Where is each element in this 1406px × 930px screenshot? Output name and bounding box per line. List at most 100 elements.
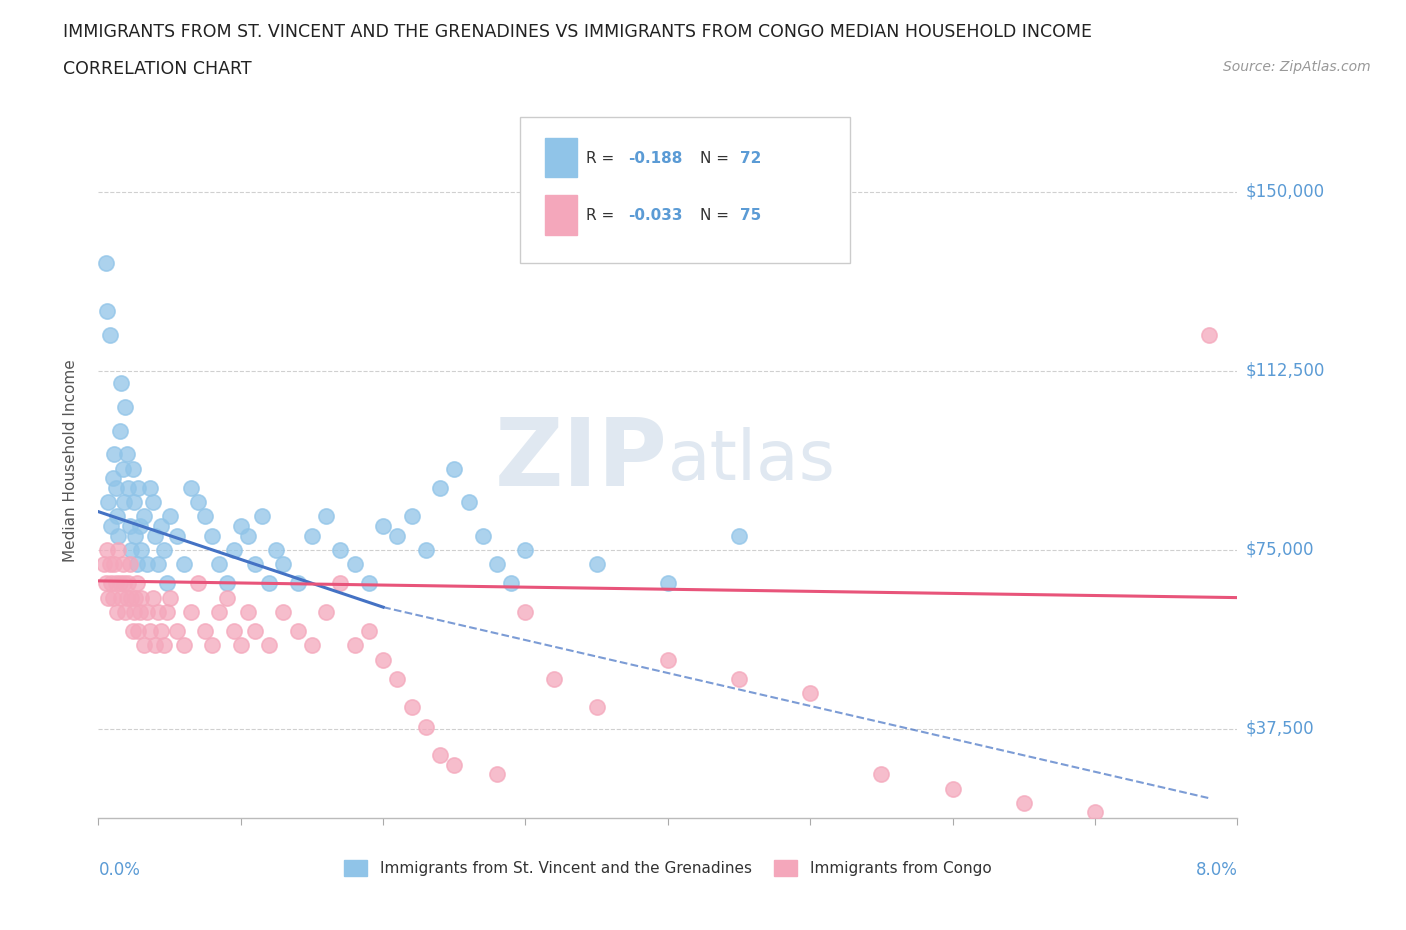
Bar <box>546 138 576 178</box>
Point <box>273 604 295 619</box>
Point <box>111 461 134 476</box>
Point <box>243 557 266 572</box>
Point <box>117 481 139 496</box>
Point <box>236 604 259 619</box>
Point <box>138 624 160 639</box>
Point <box>301 638 323 653</box>
Y-axis label: Median Household Income: Median Household Income <box>63 359 77 562</box>
Point <box>124 591 146 605</box>
Point <box>98 557 121 572</box>
Point <box>101 471 124 485</box>
Point <box>543 671 565 686</box>
Point <box>108 423 131 438</box>
Point <box>112 576 135 591</box>
Point <box>124 528 146 543</box>
Text: ZIP: ZIP <box>495 415 668 506</box>
Point <box>166 624 188 639</box>
Point <box>187 576 209 591</box>
Point <box>101 591 124 605</box>
Text: $150,000: $150,000 <box>1246 183 1324 201</box>
Point <box>180 604 202 619</box>
Point <box>128 604 150 619</box>
Point <box>107 542 129 557</box>
Bar <box>546 195 576 234</box>
Point <box>114 604 136 619</box>
Text: R =: R = <box>586 208 614 223</box>
Point <box>229 519 252 534</box>
Text: 8.0%: 8.0% <box>1195 861 1237 880</box>
Point <box>515 604 537 619</box>
Text: IMMIGRANTS FROM ST. VINCENT AND THE GRENADINES VS IMMIGRANTS FROM CONGO MEDIAN H: IMMIGRANTS FROM ST. VINCENT AND THE GREN… <box>63 23 1092 41</box>
Point <box>457 495 479 510</box>
Point <box>942 781 965 796</box>
Point <box>103 557 125 572</box>
Point <box>93 557 115 572</box>
Point <box>728 528 751 543</box>
Point <box>259 576 281 591</box>
Point <box>153 542 176 557</box>
Text: 72: 72 <box>740 151 761 166</box>
Point <box>222 542 245 557</box>
Point <box>122 495 145 510</box>
Point <box>208 557 231 572</box>
Point <box>141 495 163 510</box>
Point <box>222 624 245 639</box>
Point <box>273 557 295 572</box>
FancyBboxPatch shape <box>520 116 851 263</box>
Text: N =: N = <box>700 151 728 166</box>
Point <box>515 542 537 557</box>
Point <box>135 604 157 619</box>
Point <box>118 519 141 534</box>
Point <box>153 638 176 653</box>
Point <box>108 576 131 591</box>
Point <box>120 542 142 557</box>
Point <box>357 576 380 591</box>
Point <box>94 576 117 591</box>
Point <box>110 376 132 391</box>
Point <box>301 528 323 543</box>
Point <box>357 624 380 639</box>
Point <box>104 576 127 591</box>
Point <box>96 304 118 319</box>
Point <box>194 624 217 639</box>
Point <box>129 591 152 605</box>
Text: atlas: atlas <box>668 427 835 494</box>
Point <box>115 447 138 462</box>
Point <box>415 542 437 557</box>
Point <box>343 557 366 572</box>
Point <box>103 447 125 462</box>
Point <box>243 624 266 639</box>
Point <box>266 542 288 557</box>
Point <box>112 495 135 510</box>
Point <box>104 481 127 496</box>
Point <box>145 528 167 543</box>
Point <box>1198 327 1220 342</box>
Point <box>250 509 273 524</box>
Point <box>429 481 451 496</box>
Point <box>98 327 121 342</box>
Text: N =: N = <box>700 208 728 223</box>
Point <box>156 604 179 619</box>
Point <box>215 576 238 591</box>
Point <box>371 519 394 534</box>
Point <box>148 557 170 572</box>
Point <box>148 604 170 619</box>
Point <box>215 591 238 605</box>
Point <box>125 576 148 591</box>
Point <box>159 591 181 605</box>
Text: R =: R = <box>586 151 614 166</box>
Point <box>96 542 118 557</box>
Point <box>201 638 224 653</box>
Point <box>259 638 281 653</box>
Point <box>486 557 509 572</box>
Point <box>166 528 188 543</box>
Point <box>127 481 149 496</box>
Point <box>138 481 160 496</box>
Text: $37,500: $37,500 <box>1246 720 1315 737</box>
Point <box>585 557 607 572</box>
Point <box>657 576 679 591</box>
Point <box>870 767 893 782</box>
Point <box>343 638 366 653</box>
Point <box>127 624 149 639</box>
Point <box>114 399 136 414</box>
